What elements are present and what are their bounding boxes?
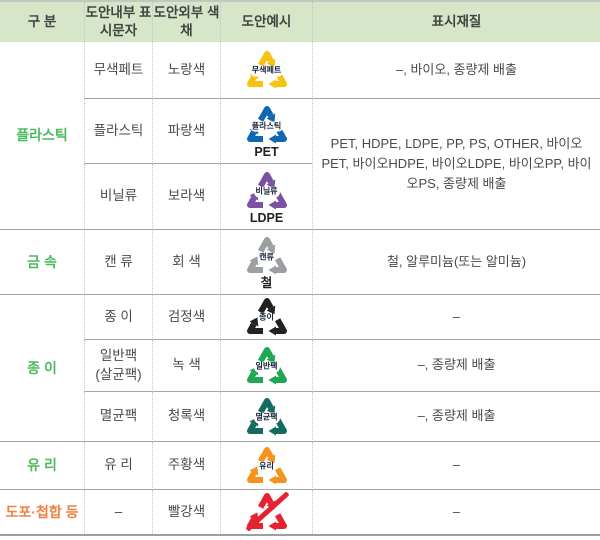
material-cell: –, 종량제 배출 [312,392,600,442]
category-cell-coating: 도포·첩합 등 [5,503,79,520]
icon-cell: 종이 [220,295,312,340]
material-cell-merged: PET, HDPE, LDPE, PP, PS, OTHER, 바이오PET, … [312,99,600,230]
inner-text-cell: 플라스틱 [84,99,152,164]
icon-cell: 비닐류 LDPE [220,164,312,230]
material-cell: 철, 알루미늄(또는 알미늄) [312,230,600,295]
inner-text-cell: 종 이 [84,295,152,340]
header-material: 표시재질 [312,2,600,42]
material-cell: –, 종량제 배출 [312,340,600,392]
icon-cell: 플라스틱 PET [220,99,312,164]
inner-text-cell: 일반팩 (살균팩) [84,340,152,392]
recycle-paper-icon: 종이 [243,295,291,339]
material-cell: – [312,490,600,534]
icon-label-pill: 비닐류 [253,186,280,198]
icon-cell: 캔류 철 [220,230,312,295]
inner-text-cell: 멸균팩 [84,392,152,442]
recycle-can-icon: 캔류 [243,234,291,278]
header-category: 구 분 [0,2,84,42]
icon-label-pill: 유리 [257,461,276,473]
color-name-cell: 주황색 [152,442,220,490]
header-outer-color: 도안외부 색채 [152,2,220,42]
color-name-cell: 녹 색 [152,340,220,392]
icon-label-pill: 무색페트 [249,65,284,77]
recycle-glass-icon: 유리 [243,444,291,488]
category-cell-paper: 종 이 [0,295,84,442]
material-cell: –, 바이오, 종량제 배출 [312,42,600,99]
icon-sub-label: 철 [260,276,273,291]
header-example: 도안예시 [220,2,312,42]
inner-text-cell: 캔 류 [84,230,152,295]
color-name-cell: 노랑색 [152,42,220,99]
category-cell-metal: 금 속 [0,230,84,295]
material-cell: – [312,442,600,490]
recycle-plastic-icon: 플라스틱 [243,103,291,147]
category-cell-plastic: 플라스틱 [0,42,84,230]
icon-sub-label: LDPE [249,210,284,225]
header-inner-text: 도안내부 표시문자 [84,2,152,42]
inner-text-cell: 유 리 [84,442,152,490]
icon-cell: 유리 [220,442,312,490]
icon-label-pill: 캔류 [257,252,276,263]
color-name-cell: 청록색 [152,392,220,442]
icon-cell: 멸균팩 [220,392,312,442]
recycle-carton-icon: 일반팩 [243,344,291,388]
icon-label-pill: 일반팩 [253,361,280,373]
recycle-not-recyclable-icon [243,490,291,534]
icon-sub-label: PET [254,145,279,160]
icon-cell: 일반팩 [220,340,312,392]
color-name-cell: 빨강색 [152,490,220,534]
inner-text-cell: 무색페트 [84,42,152,99]
icon-cell: 무색페트 [220,42,312,99]
recycle-vinyl-icon: 비닐류 [243,169,291,213]
color-name-cell: 검정색 [152,295,220,340]
recycle-aseptic-carton-icon: 멸균팩 [243,395,291,439]
color-name-cell: 보라색 [152,164,220,230]
category-cell-glass: 유 리 [0,442,84,490]
icon-label-pill: 멸균팩 [253,412,280,424]
material-cell: – [312,295,600,340]
color-name-cell: 회 색 [152,230,220,295]
inner-text-cell: – [84,490,152,534]
icon-label-pill: 종이 [257,312,276,324]
icon-label-pill: 플라스틱 [249,121,284,132]
recycle-colorless-pet-icon: 무색페트 [243,48,291,92]
icon-cell [220,490,312,534]
inner-text-cell: 비닐류 [84,164,152,230]
color-name-cell: 파랑색 [152,99,220,164]
